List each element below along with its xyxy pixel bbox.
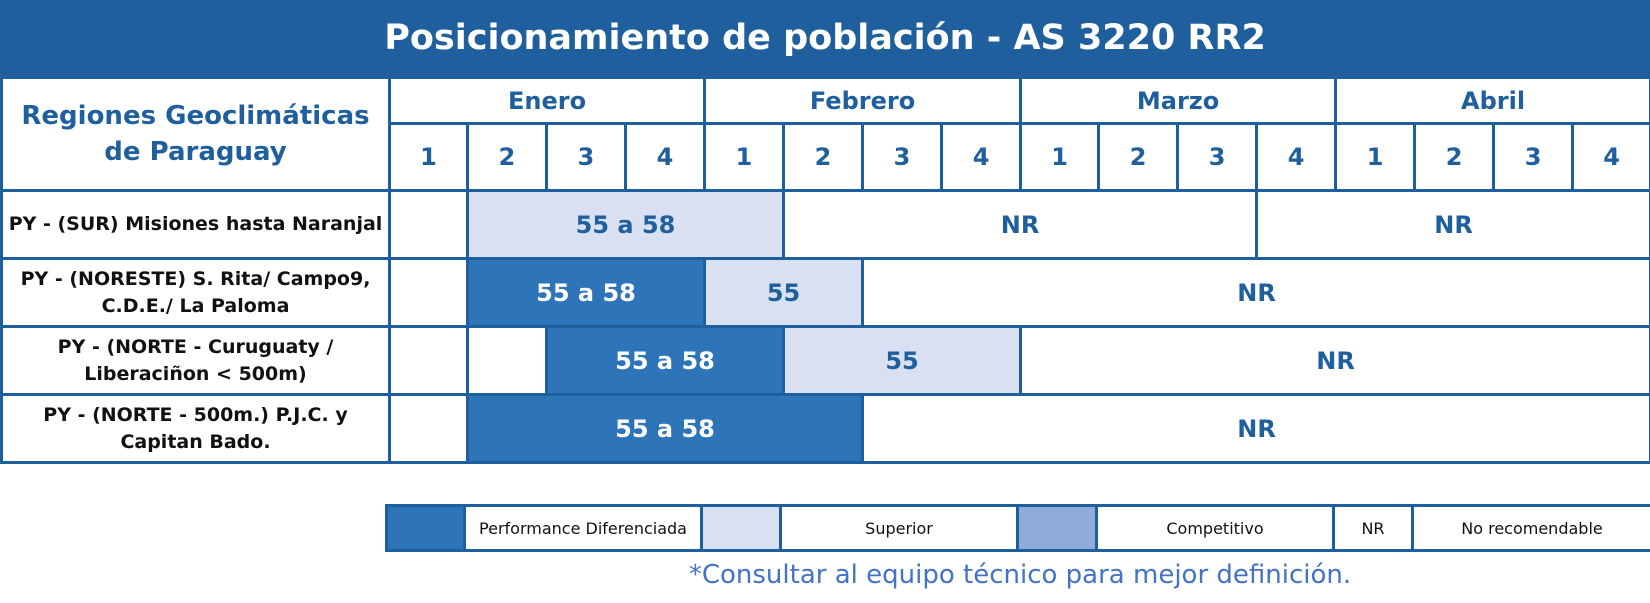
week-header: 3: [545, 122, 627, 192]
week-header: 4: [1571, 122, 1650, 192]
month-abril: Abril: [1334, 76, 1650, 125]
period-cell-superior: 55 a 58: [465, 189, 786, 260]
positioning-table: Regiones Geoclimáticas de Paraguay Enero…: [0, 76, 1650, 464]
period-cell-superior: 55: [703, 257, 865, 328]
legend-label-nr: No recomendable: [1411, 504, 1650, 552]
region-label: PY - (NORESTE) S. Rita/ Campo9, C.D.E./ …: [0, 257, 391, 328]
legend-swatch-superior: [700, 504, 782, 552]
region-header: Regiones Geoclimáticas de Paraguay: [0, 76, 391, 192]
month-febrero: Febrero: [703, 76, 1023, 125]
week-header: 3: [1176, 122, 1259, 192]
table-row: PY - (NORESTE) S. Rita/ Campo9, C.D.E./ …: [0, 257, 1650, 328]
period-cell-blank: [388, 325, 469, 396]
region-label: PY - (NORTE - Curuguaty / Liberaciñon < …: [0, 325, 391, 396]
week-header: 4: [1255, 122, 1338, 192]
footnote: *Consultar al equipo técnico para mejor …: [688, 560, 1352, 590]
legend-swatch-performance: [385, 504, 466, 552]
period-cell-superior: 55: [782, 325, 1023, 396]
legend: Performance Diferenciada Superior Compet…: [385, 504, 1650, 552]
week-header: 2: [1413, 122, 1496, 192]
period-cell-blank: [388, 393, 469, 464]
week-header: 2: [782, 122, 865, 192]
week-header: 4: [623, 122, 707, 192]
legend-code-nr: NR: [1332, 504, 1414, 552]
month-marzo: Marzo: [1019, 76, 1338, 125]
table-row: PY - (NORTE - Curuguaty / Liberaciñon < …: [0, 325, 1650, 396]
period-cell-nr: NR: [1019, 325, 1650, 396]
week-header: 3: [861, 122, 944, 192]
period-cell-nr: NR: [861, 393, 1650, 464]
week-header: 1: [703, 122, 786, 192]
week-header: 1: [1019, 122, 1101, 192]
region-label: PY - (NORTE - 500m.) P.J.C. y Capitan Ba…: [0, 393, 391, 464]
period-cell-blank: [466, 325, 548, 396]
period-cell-performance: 55 a 58: [465, 257, 707, 328]
month-enero: Enero: [387, 76, 707, 125]
period-cell-blank: [388, 189, 469, 260]
legend-swatch-competitive: [1016, 504, 1098, 552]
legend-label-superior: Superior: [779, 504, 1019, 552]
week-header: 2: [1097, 122, 1180, 192]
table-row: PY - (SUR) Misiones hasta Naranjal 55 a 5…: [0, 189, 1650, 260]
page-title: Posicionamiento de población - AS 3220 R…: [0, 0, 1650, 76]
week-header: 2: [466, 122, 548, 192]
period-cell-performance: 55 a 58: [465, 393, 865, 464]
region-label: PY - (SUR) Misiones hasta Naranjal: [0, 189, 391, 260]
period-cell-nr: NR: [861, 257, 1650, 328]
week-header: 4: [940, 122, 1023, 192]
week-header: 1: [388, 122, 469, 192]
period-cell-nr: NR: [1255, 189, 1650, 260]
legend-label-performance: Performance Diferenciada: [463, 504, 703, 552]
table-row: PY - (NORTE - 500m.) P.J.C. y Capitan Ba…: [0, 393, 1650, 464]
week-header: 1: [1334, 122, 1417, 192]
period-cell-blank: [388, 257, 469, 328]
period-cell-performance: 55 a 58: [544, 325, 786, 396]
period-cell-nr: NR: [782, 189, 1259, 260]
week-header: 3: [1492, 122, 1575, 192]
legend-label-competitive: Competitivo: [1095, 504, 1335, 552]
